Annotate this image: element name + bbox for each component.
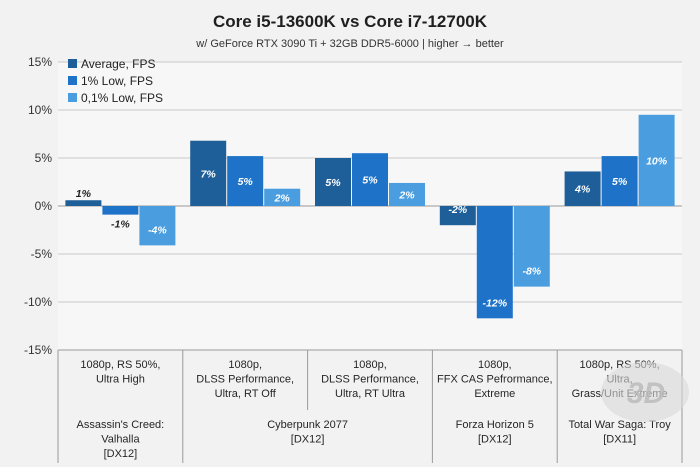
data-label: 5%	[362, 175, 378, 187]
y-tick-label: -15%	[24, 343, 52, 357]
bar	[139, 206, 176, 246]
group-label: [DX12]	[478, 434, 512, 446]
group-label: [DX12]	[291, 434, 325, 446]
group-label: [DX11]	[603, 434, 636, 446]
bar	[601, 156, 638, 206]
data-label: 2%	[274, 192, 291, 204]
data-label: 2%	[398, 189, 415, 201]
category-label: 1080p, RS 50%,	[80, 359, 160, 371]
legend-swatch	[68, 93, 77, 102]
category-label: 1080p,	[478, 359, 512, 371]
group-label: Valhalla	[101, 434, 140, 446]
group-label: Forza Horizon 5	[456, 419, 534, 431]
data-label: 1%	[76, 188, 92, 200]
data-label: 5%	[238, 176, 254, 188]
data-label: 5%	[612, 176, 628, 188]
data-label: -8%	[522, 266, 541, 278]
bar	[638, 114, 675, 206]
svg-text:3D: 3D	[627, 377, 665, 410]
bar	[389, 182, 425, 206]
data-label: -1%	[111, 219, 130, 231]
bar	[65, 200, 102, 206]
data-label: 4%	[574, 184, 591, 196]
category-label: Ultra High	[96, 374, 145, 386]
category-label: Ultra, RT Off	[215, 388, 277, 400]
chart-subtitle: w/ GeForce RTX 3090 Ti + 32GB DDR5-6000 …	[195, 38, 504, 50]
bars	[65, 114, 675, 319]
bar	[315, 158, 351, 206]
data-label: 10%	[646, 155, 668, 167]
data-label: -4%	[148, 224, 167, 236]
bar	[352, 153, 388, 206]
y-tick-label: 10%	[28, 103, 52, 117]
legend-label: 0,1% Low, FPS	[81, 91, 163, 105]
y-tick-label: 5%	[35, 151, 53, 165]
legend-label: 1% Low, FPS	[81, 74, 153, 88]
category-label: DLSS Performance,	[321, 374, 419, 386]
bar	[264, 188, 301, 206]
group-label: [DX12]	[104, 448, 138, 460]
category-label: Extreme	[474, 388, 515, 400]
y-tick-label: -10%	[24, 295, 52, 309]
data-label: 5%	[325, 177, 341, 189]
x-axis: 1080p, RS 50%, Ultra High 1080p, DLSS Perfo…	[57, 349, 683, 463]
bar	[102, 206, 139, 215]
group-label: Total War Saga: Troy	[568, 419, 671, 431]
group-label: Assassin's Creed:	[77, 419, 165, 431]
legend-label: Average, FPS	[81, 57, 155, 71]
y-tick-label: 15%	[28, 55, 52, 69]
bar	[227, 156, 264, 206]
legend-swatch	[68, 76, 77, 85]
y-tick-label: -5%	[31, 247, 53, 261]
data-label: -2%	[448, 204, 467, 216]
category-label: 1080p,	[353, 359, 387, 371]
bar	[439, 206, 476, 226]
legend: Average, FPS 1% Low, FPS 0,1% Low, FPS	[68, 57, 163, 105]
category-label: FFX CAS Pefrormance,	[437, 374, 553, 386]
bar	[476, 206, 513, 319]
category-label: Ultra, RT Ultra	[335, 388, 406, 400]
watermark: 3D	[601, 362, 689, 422]
category-label: 1080p,	[228, 359, 262, 371]
bar	[564, 171, 601, 206]
data-label: -12%	[483, 297, 508, 309]
bar	[190, 140, 227, 206]
group-label: Cyberpunk 2077	[267, 419, 348, 431]
chart-title: Core i5-13600K vs Core i7-12700K	[213, 12, 488, 31]
data-labels: 1% -1% -4% 7% 5% 2% 5% 5% 2% -2% -12% -8% 4% 5% 10%	[76, 155, 668, 309]
bar	[513, 206, 550, 287]
y-tick-label: 0%	[35, 199, 53, 213]
data-label: 7%	[201, 168, 217, 180]
legend-swatch	[68, 59, 77, 68]
category-label: DLSS Performance,	[196, 374, 294, 386]
